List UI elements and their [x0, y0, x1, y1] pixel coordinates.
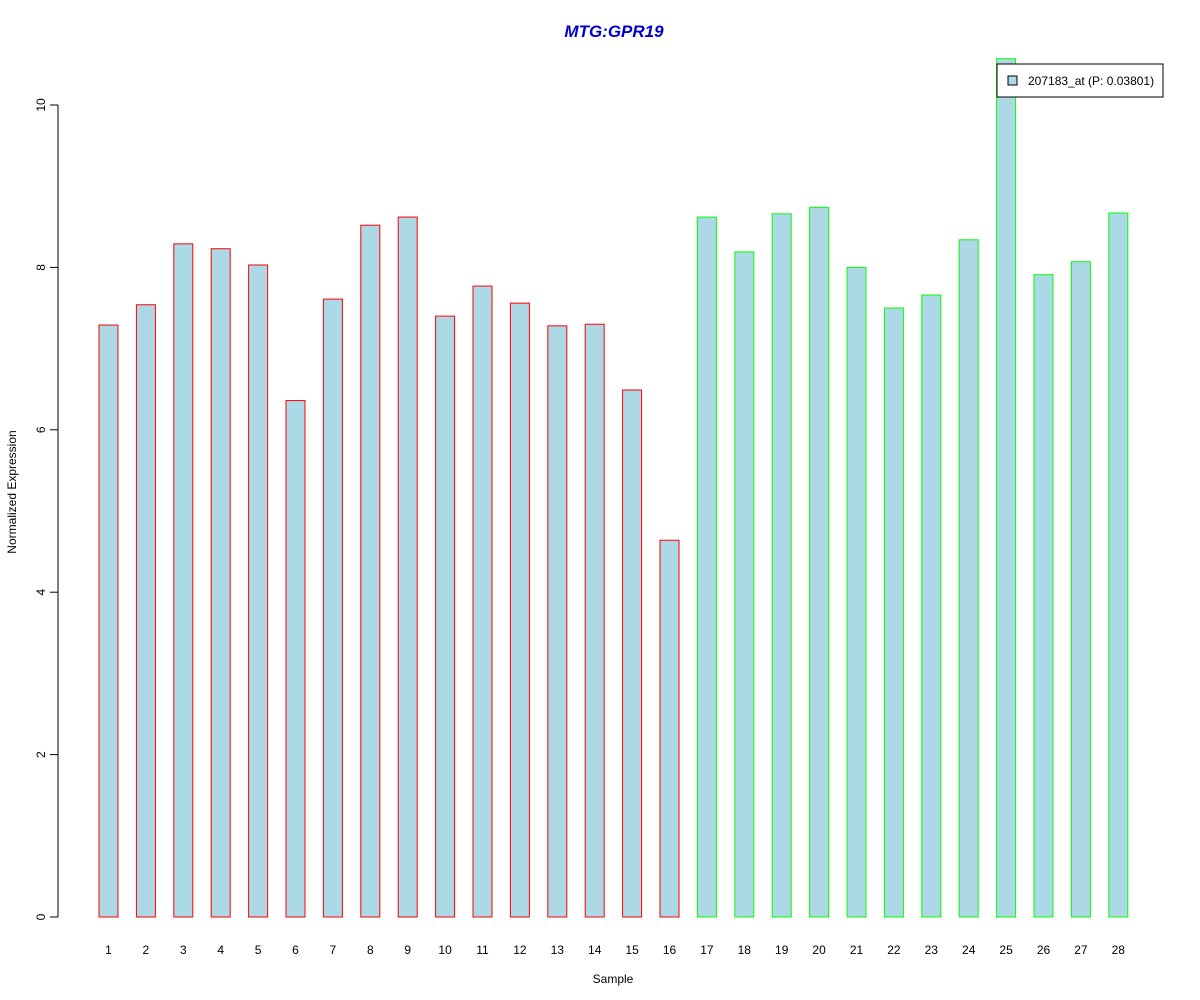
chart-title: MTG:GPR19	[564, 22, 664, 41]
x-tick-label: 17	[700, 943, 714, 957]
bar-sample-15	[622, 389, 643, 918]
bar-sample-23	[921, 294, 942, 918]
bar-sample-4	[210, 248, 231, 918]
y-tick-label: 10	[34, 98, 48, 112]
legend-swatch	[1007, 75, 1018, 86]
bar-sample-18	[734, 251, 755, 918]
x-tick-label: 6	[292, 943, 299, 957]
legend: 207183_at (P: 0.03801)	[996, 63, 1164, 98]
y-tick-label: 0	[34, 913, 48, 920]
legend-label: 207183_at (P: 0.03801)	[1028, 74, 1154, 88]
x-tick-label: 18	[738, 943, 752, 957]
y-tick-label: 2	[34, 751, 48, 758]
x-tick-label: 22	[887, 943, 901, 957]
x-tick-label: 15	[625, 943, 639, 957]
bar-sample-9	[397, 216, 418, 918]
y-axis-title: Normalized Expression	[5, 430, 19, 553]
bar-sample-10	[435, 315, 456, 918]
bar-sample-11	[472, 285, 493, 918]
bar-sample-7	[322, 298, 343, 918]
x-tick-label: 27	[1074, 943, 1088, 957]
y-tick-label: 4	[34, 589, 48, 596]
x-tick-label: 24	[962, 943, 976, 957]
bar-sample-20	[809, 206, 830, 918]
bar-sample-12	[509, 302, 530, 918]
x-axis-title: Sample	[593, 972, 634, 986]
bar-sample-27	[1070, 261, 1091, 918]
x-tick-label: 10	[438, 943, 452, 957]
bar-sample-2	[135, 304, 156, 918]
x-tick-label: 23	[925, 943, 939, 957]
x-tick-label: 14	[588, 943, 602, 957]
x-tick-label: 11	[476, 943, 489, 957]
bar-sample-14	[584, 323, 605, 918]
x-tick-label: 12	[513, 943, 527, 957]
x-tick-labels: 1 2 3 4 5 6 7 8 9 10 11 12 13 14 15 16 17 18 19 20 21 22 23 24 2…	[105, 943, 1125, 957]
x-tick-label: 2	[143, 943, 150, 957]
bar-sample-26	[1033, 274, 1054, 918]
bar-sample-17	[696, 216, 717, 918]
x-tick-label: 25	[999, 943, 1013, 957]
x-tick-label: 26	[1037, 943, 1051, 957]
bar-sample-8	[360, 224, 381, 918]
x-tick-label: 5	[255, 943, 262, 957]
bar-sample-13	[547, 325, 568, 918]
bars	[98, 58, 1129, 918]
x-tick-label: 8	[367, 943, 374, 957]
bar-sample-19	[771, 213, 792, 918]
bar-sample-21	[846, 266, 867, 918]
x-tick-label: 20	[812, 943, 826, 957]
x-tick-label: 1	[105, 943, 112, 957]
y-tick-label: 6	[34, 426, 48, 433]
y-axis: 0 2 4 6 8 10	[34, 98, 59, 920]
x-tick-label: 7	[330, 943, 337, 957]
x-tick-label: 9	[404, 943, 411, 957]
bar-sample-5	[248, 264, 269, 918]
bar-sample-28	[1108, 212, 1129, 918]
x-tick-label: 4	[217, 943, 224, 957]
bar-sample-3	[173, 243, 194, 918]
x-tick-label: 28	[1112, 943, 1126, 957]
x-tick-label: 16	[663, 943, 677, 957]
x-tick-label: 19	[775, 943, 789, 957]
x-tick-label: 3	[180, 943, 187, 957]
bar-sample-22	[883, 307, 904, 918]
y-tick-label: 8	[34, 264, 48, 271]
bar-sample-1	[98, 324, 119, 918]
bar-sample-16	[659, 539, 680, 918]
x-tick-label: 13	[551, 943, 565, 957]
bar-sample-6	[285, 400, 306, 918]
bar-sample-25	[996, 58, 1017, 918]
x-tick-label: 21	[850, 943, 864, 957]
legend-box	[996, 63, 1164, 98]
bar-sample-24	[958, 239, 979, 918]
